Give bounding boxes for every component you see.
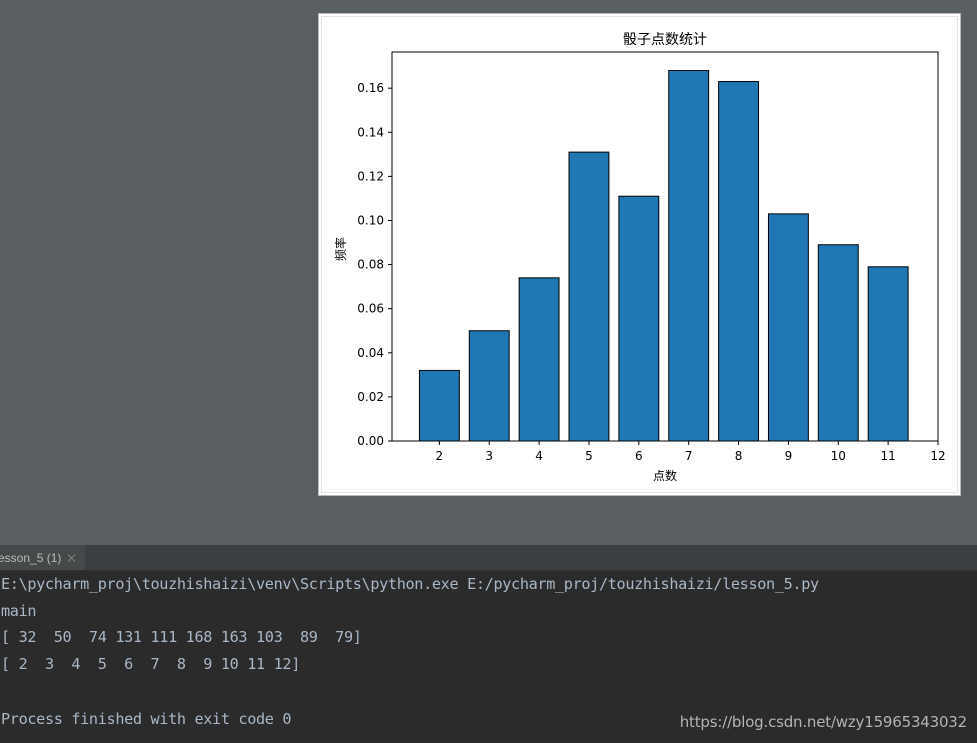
console-output[interactable]: E:\pycharm_proj\touzhishaizi\venv\Script… <box>0 573 977 743</box>
run-tab[interactable]: esson_5 (1) <box>0 545 86 570</box>
y-tick-label: 0.10 <box>357 213 384 227</box>
x-tick-label: 4 <box>535 449 543 463</box>
chart-title: 骰子点数统计 <box>623 32 707 48</box>
x-tick-label: 5 <box>585 449 593 463</box>
bar-2 <box>418 369 460 442</box>
bar-3 <box>468 330 510 442</box>
bar-11 <box>867 266 909 442</box>
console-line: E:\pycharm_proj\touzhishaizi\venv\Script… <box>1 575 819 593</box>
y-tick-label: 0.16 <box>357 81 384 95</box>
x-tick-label: 6 <box>635 449 643 463</box>
watermark-url: https://blog.csdn.net/wzy15965343032 <box>679 713 967 731</box>
y-tick-label: 0.04 <box>357 346 384 360</box>
bar-6 <box>618 195 660 442</box>
axes-frame <box>391 51 939 442</box>
plot-area: 2 3 4 5 6 7 8 9 10 11 12 0.00 0.02 0.04 0.06 0.08 0.10 0.… <box>357 51 946 463</box>
x-tick-label: 8 <box>735 449 743 463</box>
x-axis-label: 点数 <box>653 468 677 483</box>
console-line: main <box>1 602 37 620</box>
console-line: Process finished with exit code 0 <box>1 710 292 728</box>
run-tab-bar: esson_5 (1) <box>0 545 977 571</box>
x-tick-label: 9 <box>785 449 793 463</box>
x-tick-label: 7 <box>685 449 693 463</box>
x-tick-label: 10 <box>831 449 846 463</box>
console-line: [ 32 50 74 131 111 168 163 103 89 79] <box>1 628 362 646</box>
x-tick-label: 11 <box>880 449 895 463</box>
console-line: [ 2 3 4 5 6 7 8 9 10 11 12] <box>1 655 300 673</box>
run-tool-window: esson_5 (1) E:\pycharm_proj\touzhishaizi… <box>0 545 977 743</box>
close-icon[interactable] <box>67 553 77 563</box>
bar-7 <box>668 70 710 442</box>
bar-8 <box>718 81 759 442</box>
y-tick-label: 0.00 <box>357 434 384 448</box>
bar-4 <box>518 277 560 442</box>
y-tick-label: 0.14 <box>357 125 384 139</box>
x-tick-label: 2 <box>436 449 444 463</box>
y-tick-label: 0.02 <box>357 390 384 404</box>
y-tick-label: 0.12 <box>357 169 384 183</box>
x-tick-label: 12 <box>930 449 945 463</box>
bar-chart: 骰子点数统计 2 3 4 5 6 7 8 9 10 11 12 0.00 0.02 0.04 0.06 0.0… <box>333 32 946 483</box>
x-tick-label: 3 <box>485 449 493 463</box>
bar-10 <box>817 244 859 442</box>
bar-9 <box>767 213 809 442</box>
y-axis-label: 频率 <box>333 237 348 261</box>
y-tick-label: 0.08 <box>357 258 384 272</box>
bar-5 <box>568 151 610 442</box>
run-tab-label: esson_5 (1) <box>0 550 62 565</box>
y-tick-label: 0.06 <box>357 302 384 316</box>
figure-window: 骰子点数统计 2 3 4 5 6 7 8 9 10 11 12 0.00 0.02 0.04 0.06 0.0… <box>318 13 961 496</box>
